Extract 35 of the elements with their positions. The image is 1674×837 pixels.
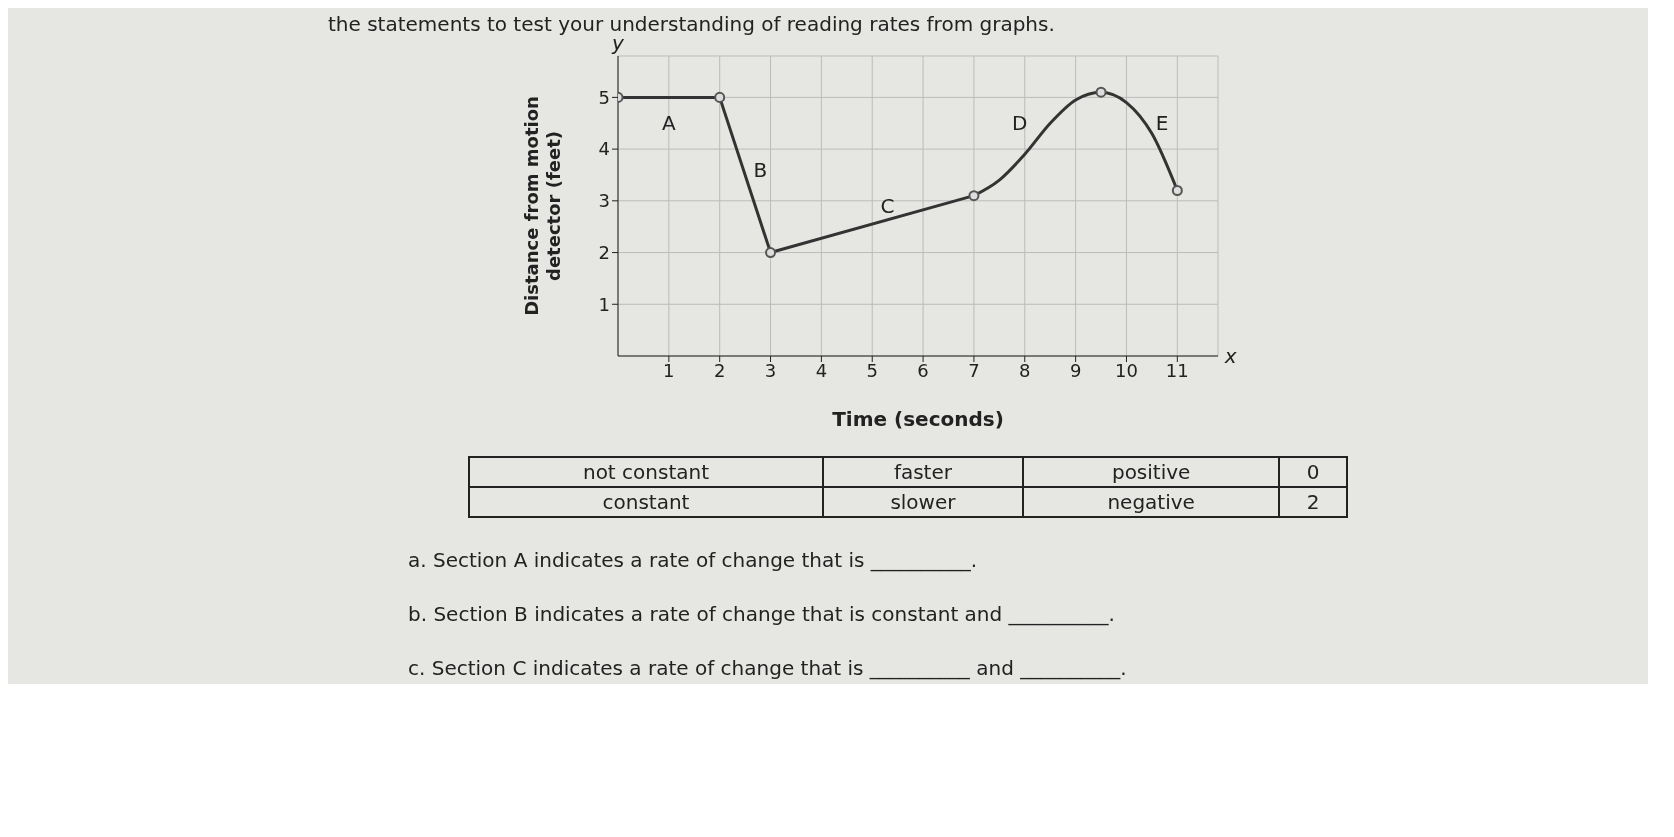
y-tick-label: 5 [598,86,610,108]
annotation: A [662,111,676,136]
text: a. Section A indicates a rate of change that is __________. [408,548,979,572]
text: 0 [1279,457,1347,487]
x-tick-label: 4 [815,359,828,381]
x-tick-label: 8 [1019,359,1031,381]
y-tick-label: 4 [598,138,610,160]
text: constant [469,487,823,517]
text: b. Section B indicates a rate of change that is constant and __________. [408,602,1116,626]
x-tick-label: 1 [663,359,675,381]
y-tick-label: 2 [598,241,610,263]
text: faster [822,457,1023,487]
x-tick-label: 5 [866,359,878,381]
y-tick-label: 3 [598,190,610,212]
annotation: B [753,157,768,182]
x-tick-label: 9 [1069,359,1082,381]
text: positive [1022,457,1280,487]
x-axis-title: Time (seconds) [832,407,1004,431]
annotation: E [1155,111,1169,136]
text: x [1223,344,1237,368]
y-axis-title: Distance from motion detector (feet) [521,96,564,316]
annotation: D [1011,111,1028,136]
x-tick-label: 11 [1165,359,1189,381]
x-tick-label: 10 [1115,359,1138,381]
x-tick-label: 2 [713,359,726,381]
annotation: C [880,194,895,218]
text: c. Section C indicates a rate of change that is __________ and __________. [408,656,1128,680]
x-tick-label: 7 [968,359,980,381]
y-tick-label: 1 [598,293,610,315]
text: negative [1022,487,1280,517]
text: slower [822,487,1023,517]
text: 2 [1279,487,1347,517]
x-tick-label: 3 [764,359,777,381]
text: not constant [469,457,823,487]
x-tick-label: 6 [917,359,929,381]
